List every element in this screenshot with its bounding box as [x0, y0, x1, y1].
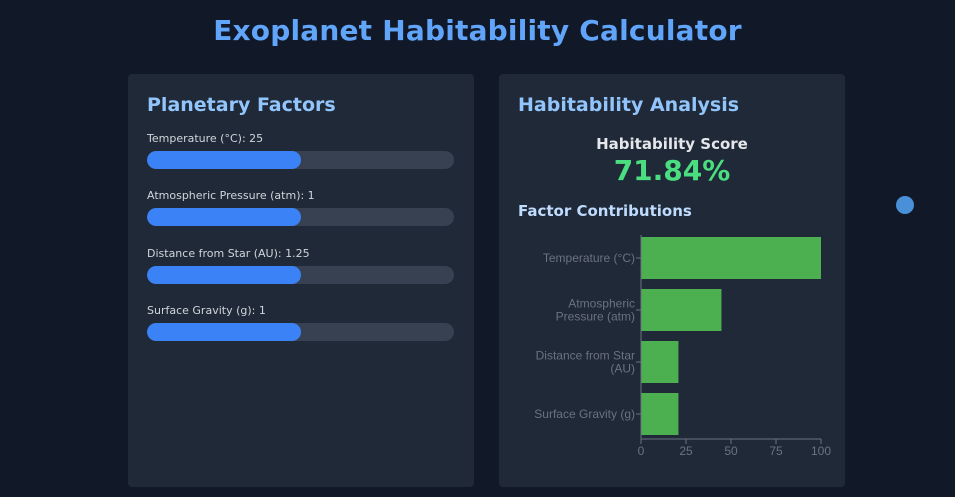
y-tick-label-3: Surface Gravity (g)	[534, 407, 635, 421]
habitability-analysis-heading: Habitability Analysis	[518, 94, 740, 116]
gravity-label: Surface Gravity (g): 1	[147, 304, 266, 317]
x-tick-label-0: 0	[638, 444, 645, 458]
planetary-factors-panel: Planetary Factors Temperature (°C): 25 A…	[128, 74, 474, 487]
x-tick-label-2: 50	[724, 444, 738, 458]
temperature-factor: Temperature (°C): 25	[147, 132, 454, 169]
temperature-label: Temperature (°C): 25	[147, 132, 264, 145]
pressure-slider-fill	[147, 208, 301, 226]
distance-slider[interactable]	[147, 266, 454, 284]
habitability-score-label: Habitability Score	[596, 135, 748, 153]
distance-label: Distance from Star (AU): 1.25	[147, 247, 310, 260]
bar-0	[641, 237, 821, 279]
y-tick-label-2: Distance from Star (AU)	[536, 349, 635, 376]
temperature-slider[interactable]	[147, 151, 454, 169]
planetary-factors-heading: Planetary Factors	[147, 94, 336, 116]
habitability-score-value: 71.84%	[613, 154, 731, 187]
distance-factor: Distance from Star (AU): 1.25	[147, 247, 454, 284]
bar-3	[641, 393, 679, 435]
distance-slider-fill	[147, 266, 301, 284]
gravity-factor: Surface Gravity (g): 1	[147, 304, 454, 341]
gravity-slider[interactable]	[147, 323, 454, 341]
floating-dot-button[interactable]	[896, 196, 914, 214]
pressure-slider[interactable]	[147, 208, 454, 226]
bar-2	[641, 341, 679, 383]
factor-contributions-heading: Factor Contributions	[518, 202, 692, 220]
habitability-analysis-panel: Habitability Analysis Habitability Score…	[499, 74, 845, 487]
x-tick-label-4: 100	[811, 444, 831, 458]
factor-contributions-chart: Temperature (°C) Atmospheric Pressure (atm…	[534, 235, 831, 458]
x-tick-label-1: 25	[679, 444, 693, 458]
page-title: Exoplanet Habitability Calculator	[213, 14, 742, 47]
bar-1	[641, 289, 722, 331]
pressure-label: Atmospheric Pressure (atm): 1	[147, 189, 315, 202]
temperature-slider-fill	[147, 151, 301, 169]
y-tick-label-0: Temperature (°C)	[543, 251, 635, 265]
x-tick-label-3: 75	[769, 444, 783, 458]
y-tick-label-1: Atmospheric Pressure (atm)	[556, 297, 635, 324]
pressure-factor: Atmospheric Pressure (atm): 1	[147, 189, 454, 226]
gravity-slider-fill	[147, 323, 301, 341]
